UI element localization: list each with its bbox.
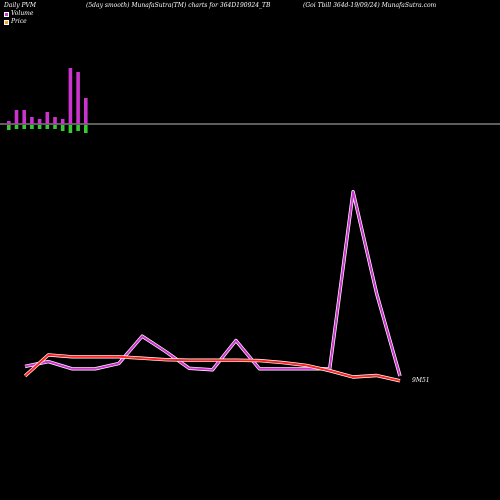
legend-item-price: Price	[4, 18, 33, 26]
volume-bar-up	[14, 110, 19, 124]
volume-bar-up	[45, 112, 50, 124]
volume-bar-up	[30, 117, 34, 124]
price-line	[24, 353, 401, 382]
legend-item-volume: Volume	[4, 10, 33, 18]
legend-label-volume: Volume	[11, 10, 34, 17]
volume-bar-down	[60, 125, 65, 131]
chart-title-middle: (5day smooth) MunafaSutra(TM) charts for…	[86, 2, 271, 9]
volume-smooth-line	[24, 190, 401, 377]
volume-bar-down	[53, 125, 57, 129]
legend-label-price: Price	[11, 18, 27, 25]
volume-bar-down	[76, 125, 80, 131]
volume-smooth-line-halo	[24, 189, 402, 377]
volume-bar-up	[84, 98, 88, 124]
volume-bar-up	[53, 117, 57, 124]
volume-bar-up	[76, 72, 80, 124]
legend: Volume Price	[4, 10, 33, 26]
volume-bar-down	[68, 125, 73, 133]
volume-bar-down	[30, 125, 34, 129]
volume-bar-down	[22, 125, 26, 129]
legend-swatch-price	[4, 19, 9, 25]
volume-bar-down	[14, 125, 19, 129]
volume-bar-up	[37, 119, 42, 124]
volume-bar-down	[45, 125, 50, 129]
volume-bar-up	[68, 68, 73, 124]
volume-bar-down	[84, 125, 88, 133]
legend-swatch-volume	[4, 11, 9, 17]
volume-bar-down	[37, 125, 42, 129]
volume-bar-up	[7, 121, 11, 124]
price-label: 9M51	[412, 377, 430, 384]
volume-bar-down	[7, 125, 11, 130]
chart-title-left: Daily PVM	[4, 2, 37, 9]
chart-title-right: (Goi Tbill 364d-19/09/24) MunafaSutra.co…	[303, 2, 437, 9]
volume-bar-up	[60, 119, 65, 124]
volume-bar-up	[22, 110, 26, 124]
